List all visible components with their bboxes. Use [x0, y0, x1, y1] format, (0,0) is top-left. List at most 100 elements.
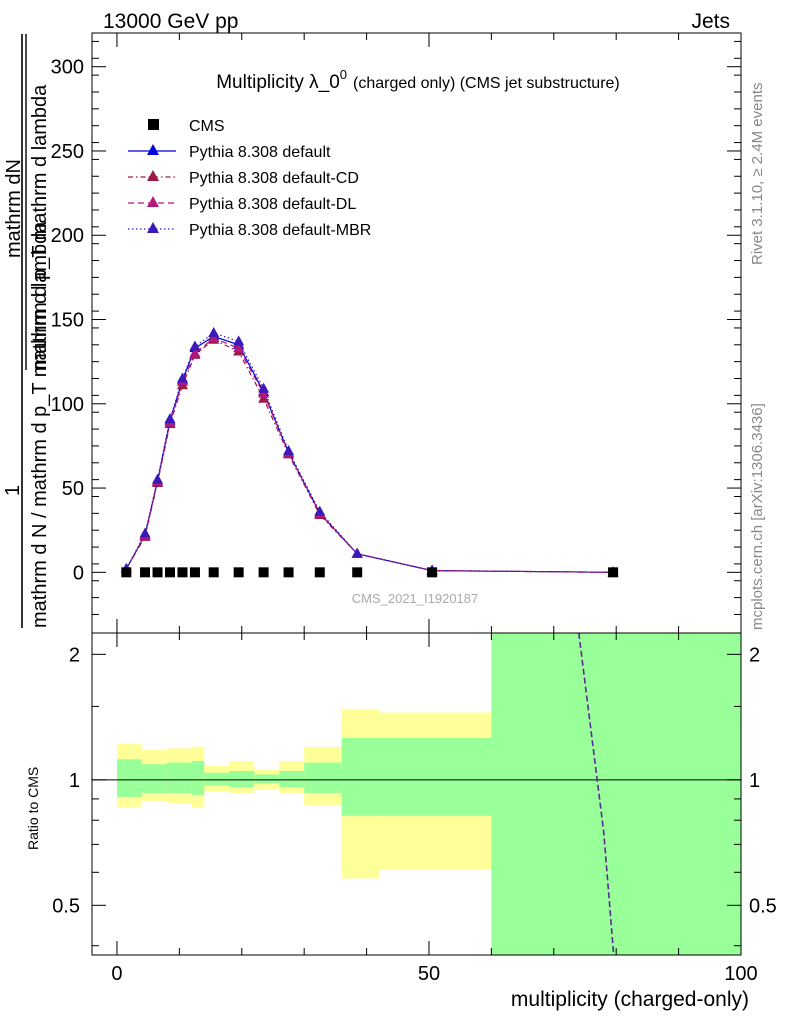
header-right: Jets — [691, 10, 730, 33]
main-ticks: 0 50 100 150 200 250 300 — [51, 33, 742, 633]
cms-point — [177, 567, 188, 578]
series-line — [125, 335, 614, 573]
legend-label: Pythia 8.308 default-DL — [189, 196, 356, 213]
legend-marker — [148, 119, 159, 130]
ratio-band-inner — [304, 762, 342, 793]
cms-point — [608, 567, 619, 578]
main-ytick-label: 250 — [51, 141, 84, 163]
series-point — [233, 335, 245, 346]
legend-entry: Pythia 8.308 default-CD — [128, 170, 359, 187]
cms-point — [208, 567, 219, 578]
legend-marker — [147, 144, 159, 155]
series-point — [233, 342, 245, 353]
legend-marker — [147, 170, 159, 181]
cms-point — [283, 567, 294, 578]
series-line — [125, 332, 614, 573]
cms-point — [427, 567, 438, 578]
ratio-xtick-label: 50 — [418, 963, 440, 985]
ratio-band-inner — [341, 737, 380, 816]
ratio-xlabel: multiplicity (charged-only) — [511, 988, 749, 1011]
cms-point — [258, 567, 269, 578]
rivet-label: Rivet 3.1.10, ≥ 2.4M events — [749, 83, 766, 266]
ratio-xtick-label: 100 — [724, 963, 757, 985]
ratio-band-inner — [379, 737, 492, 816]
main-panel: 0 50 100 150 200 250 300 CMS_2021_I1920187 Mul… — [2, 32, 742, 634]
legend: CMS Pythia 8.308 default Pythia 8.308 defa… — [128, 118, 371, 239]
cms-point — [189, 567, 200, 578]
ylabel-den: mathrm d N / mathrm d p_T mathrm d lambd… — [29, 221, 51, 628]
ratio-band-inner — [166, 762, 192, 793]
series-point — [258, 382, 270, 393]
ratio-band-inner — [204, 772, 230, 786]
ratio-line — [578, 633, 615, 955]
cms-point — [233, 567, 244, 578]
legend-label: Pythia 8.308 default-MBR — [189, 222, 371, 239]
series-point — [176, 372, 188, 383]
ratio-band-inner — [116, 759, 142, 797]
ratio-ytick-label-right: 1 — [749, 770, 760, 792]
mcplots-label: mcplots.cern.ch [arXiv:1306.3436] — [749, 403, 766, 630]
legend-entry: Pythia 8.308 default — [128, 144, 331, 161]
series-line — [125, 337, 614, 573]
series-point — [258, 392, 270, 403]
main-ytick-label: 200 — [51, 225, 84, 247]
main-title-sub: (charged only) (CMS jet substructure) — [353, 75, 620, 92]
series-line — [125, 338, 614, 573]
cms-point — [352, 567, 363, 578]
ratio-band-inner — [191, 760, 205, 795]
cms-point — [121, 567, 132, 578]
ratio-ytick-label: 1 — [69, 770, 80, 792]
legend-marker — [147, 222, 159, 233]
header-left: 13000 GeV pp — [103, 10, 238, 33]
series-point — [314, 505, 326, 516]
legend-label: Pythia 8.308 default-CD — [189, 170, 359, 187]
series-point — [139, 527, 151, 538]
main-title: Multiplicity λ_00 (charged only) (CMS jet… — [216, 67, 620, 93]
legend-entry: Pythia 8.308 default-DL — [128, 196, 356, 213]
series-point — [208, 327, 220, 337]
ratio-band-inner — [491, 633, 741, 955]
ratio-ylabel: Ratio to CMS — [25, 767, 41, 850]
ratio-band-inner — [279, 770, 305, 788]
main-ylabel: mathrm dN mathrm d p_T mathrm d lambda 1… — [2, 34, 51, 628]
main-ytick-label: 300 — [51, 57, 84, 79]
legend-label: CMS — [189, 118, 225, 135]
series-point — [258, 387, 270, 398]
ylabel-num: 1 — [2, 485, 24, 496]
ratio-panel: 0.5 0.5 1 1 2 2 0 50 100 Ratio to CMS multiplici… — [25, 632, 777, 1011]
series-point — [152, 473, 164, 484]
main-ytick-label: 50 — [62, 478, 84, 500]
series-point — [351, 547, 363, 558]
cms-point — [140, 567, 151, 578]
ratio-bands — [116, 633, 741, 955]
series-point — [208, 332, 220, 343]
ratio-ytick-label-right: 0.5 — [749, 895, 777, 917]
main-ytick-label: 100 — [51, 394, 84, 416]
main-ytick-label: 0 — [73, 562, 84, 584]
ratio-frame — [91, 632, 742, 956]
ratio-ytick-label: 0.5 — [52, 895, 80, 917]
series-point — [164, 412, 176, 423]
main-title-sup: 0 — [340, 67, 347, 82]
ratio-band-inner — [254, 774, 280, 784]
cms-points — [121, 567, 619, 578]
ratio-ytick-label-right: 2 — [749, 644, 760, 666]
ratio-xtick-label: 0 — [111, 963, 122, 985]
legend-entry: Pythia 8.308 default-MBR — [128, 222, 371, 239]
ylabel-line2: mathrm d p_T mathrm d lambda — [29, 84, 51, 370]
ratio-ticks: 0.5 0.5 1 1 2 2 0 50 100 — [52, 633, 777, 985]
main-title-main: Multiplicity λ_0 — [216, 72, 340, 93]
series-point — [283, 444, 295, 455]
main-series — [120, 327, 619, 577]
ratio-band-inner — [229, 770, 255, 788]
main-watermark: CMS_2021_I1920187 — [352, 591, 479, 606]
ratio-ytick-label: 2 — [69, 644, 80, 666]
legend-label: Pythia 8.308 default — [189, 144, 331, 161]
cms-point — [152, 567, 163, 578]
series-point — [189, 340, 201, 351]
legend-entry: CMS — [148, 118, 225, 135]
ylabel-line1: mathrm dN — [3, 159, 25, 258]
legend-marker — [147, 196, 159, 207]
cms-point — [314, 567, 325, 578]
